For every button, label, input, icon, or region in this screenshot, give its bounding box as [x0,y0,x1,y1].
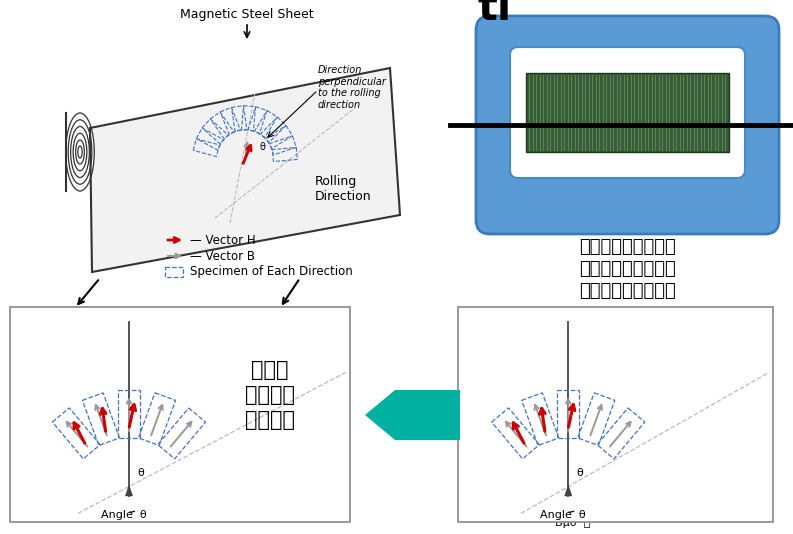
Text: Magnetic Steel Sheet: Magnetic Steel Sheet [180,8,314,21]
Polygon shape [125,484,133,496]
Bar [458,307,773,522]
Text: 大きさの関係を計測: 大きさの関係を計測 [579,282,676,300]
Text: Angle  θ: Angle θ [540,510,586,520]
Text: θ: θ [137,468,144,478]
Text: θ: θ [259,142,265,152]
Text: Rolling
Direction: Rolling Direction [315,175,372,203]
Text: ti: ti [478,0,512,29]
Polygon shape [90,68,400,272]
Text: 磁捉密度と磁界強度: 磁捉密度と磁界強度 [579,260,676,278]
FancyBboxPatch shape [476,16,779,234]
Text: Direction
perpendicular
to the rolling
direction: Direction perpendicular to the rolling d… [318,65,386,110]
Text: Bμσ  ザ: Bμσ ザ [555,518,590,528]
Bar [10,307,350,522]
Text: Angle  θ: Angle θ [101,510,147,520]
Text: ベクトル: ベクトル [245,385,295,405]
Polygon shape [565,484,573,496]
Bar [526,73,729,152]
Text: 単板磁気測定器では: 単板磁気測定器では [579,238,676,256]
Text: Specimen of Each Direction: Specimen of Each Direction [190,265,353,279]
Text: — Vector B: — Vector B [190,249,255,263]
Text: 実際は: 実際は [251,360,289,380]
Text: — Vector H: — Vector H [190,233,255,247]
Polygon shape [365,390,460,440]
Text: 的な関係: 的な関係 [245,410,295,430]
FancyBboxPatch shape [510,47,745,178]
Text: θ: θ [577,468,583,478]
